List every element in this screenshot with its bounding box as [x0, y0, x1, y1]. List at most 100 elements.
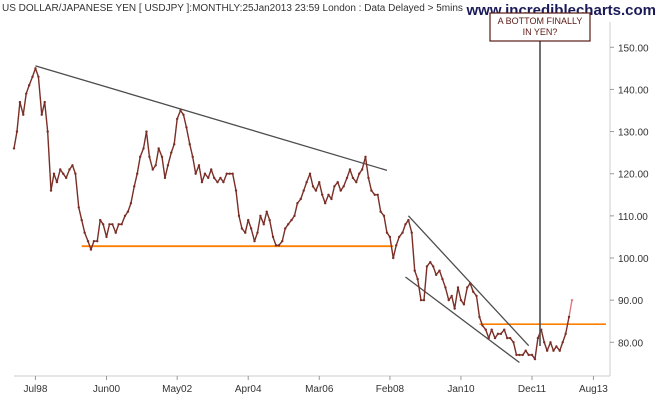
y-tick-label: 130.00 — [618, 128, 649, 139]
price-segment — [355, 173, 360, 183]
price-point — [545, 349, 549, 352]
price-point — [120, 223, 123, 226]
price-point — [111, 223, 114, 226]
price-segment — [44, 102, 49, 132]
x-axis: Jul98 Jun00 May02 Apr04 Mar06 Feb08 Jan10 Dec11… — [24, 376, 608, 395]
price-point — [355, 180, 358, 184]
price-segment — [263, 211, 268, 225]
price-point — [527, 353, 530, 357]
price-point — [429, 261, 432, 264]
price-segment — [105, 224, 111, 238]
price-point — [96, 239, 99, 243]
price-segment — [34, 68, 40, 78]
price-point — [117, 223, 120, 226]
price-segment — [503, 329, 508, 339]
price-segment — [309, 173, 314, 187]
price-segment — [256, 215, 262, 233]
x-tick-label: Jun00 — [93, 384, 121, 395]
price-point — [351, 176, 355, 180]
price-point — [342, 185, 345, 188]
price-point — [308, 172, 312, 175]
price-point — [484, 328, 487, 331]
price-point — [31, 75, 34, 78]
price-point — [330, 197, 333, 201]
price-point — [401, 231, 404, 234]
price-point — [222, 180, 225, 184]
price-segment — [170, 143, 175, 153]
price-point — [567, 315, 571, 319]
price-point — [182, 113, 185, 116]
y-tick-label: 100.00 — [618, 254, 649, 265]
price-point — [321, 193, 324, 196]
price-segment — [167, 152, 172, 166]
price-segment — [377, 194, 382, 212]
price-point — [185, 126, 188, 129]
price-point — [404, 223, 407, 226]
price-segment — [210, 169, 215, 179]
price-segment — [192, 156, 197, 174]
price-segment — [244, 219, 249, 233]
price-point — [360, 168, 364, 171]
price-segment — [121, 215, 126, 225]
price-segment — [87, 240, 92, 250]
price-point — [345, 176, 349, 180]
price-point — [382, 214, 386, 218]
price-segment — [293, 203, 299, 217]
price-point — [203, 172, 207, 175]
price-point — [160, 155, 164, 159]
price-point — [422, 298, 426, 302]
price-point — [49, 189, 53, 192]
price-segment — [475, 295, 481, 318]
price-point — [138, 155, 142, 159]
price-segment — [423, 266, 428, 301]
price-segment — [173, 118, 178, 145]
price-point — [561, 341, 564, 344]
price-segment — [176, 110, 182, 120]
price-point — [441, 277, 444, 281]
price-segment — [16, 102, 21, 132]
y-tick-label: 80.00 — [618, 338, 643, 349]
price-segment — [78, 207, 83, 221]
price-point — [323, 202, 327, 205]
price-point — [99, 218, 102, 222]
price-point — [154, 164, 157, 167]
price-point — [34, 67, 37, 70]
price-point — [170, 151, 173, 154]
price-segment — [367, 177, 373, 191]
price-point — [530, 353, 534, 357]
price-point — [555, 345, 558, 348]
price-segment — [37, 76, 43, 115]
price-point — [284, 227, 287, 230]
price-point — [12, 147, 16, 150]
price-point — [268, 218, 271, 222]
price-point — [265, 210, 268, 213]
price-point — [277, 244, 281, 247]
price-point — [499, 332, 503, 336]
price-segment — [65, 169, 71, 179]
price-segment — [155, 148, 160, 166]
price-point — [385, 231, 389, 234]
price-point — [194, 172, 197, 175]
price-segment — [31, 68, 37, 78]
price-segment — [268, 219, 274, 238]
price-segment — [231, 173, 237, 191]
price-point — [299, 197, 302, 201]
price-segment — [50, 173, 55, 191]
price-segment — [71, 165, 77, 174]
price-point — [434, 273, 438, 277]
price-point — [237, 214, 241, 218]
price-segment — [343, 177, 348, 187]
price-point — [314, 189, 318, 192]
price-point — [145, 130, 148, 133]
price-point — [27, 84, 31, 87]
price-segment — [451, 295, 456, 309]
price-point — [15, 130, 19, 133]
price-segment — [102, 224, 108, 238]
price-segment — [136, 156, 141, 174]
price-point — [364, 155, 367, 159]
price-point — [367, 176, 370, 180]
price-segment — [383, 215, 388, 233]
price-point — [558, 349, 561, 352]
price-segment — [46, 131, 52, 191]
